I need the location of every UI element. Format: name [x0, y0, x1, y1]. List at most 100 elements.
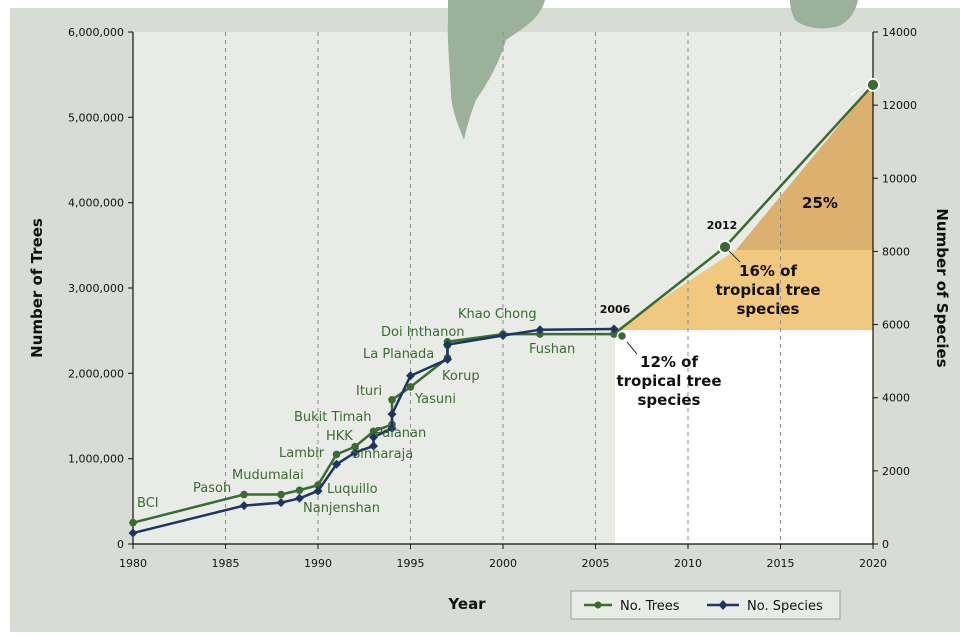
species-point-1 — [239, 501, 249, 511]
site-label-bci: BCI — [137, 496, 159, 511]
band-16-percent — [615, 250, 873, 330]
site-label-korup: Korup — [442, 369, 480, 384]
y-right-tick-label-6: 12000 — [882, 99, 917, 112]
x-tick-label-2010: 2010 — [674, 557, 702, 570]
africa-map-shape — [790, 0, 858, 29]
species-point-0 — [128, 528, 138, 538]
site-label-ituri: Ituri — [356, 384, 382, 399]
x-tick-label-1995: 1995 — [397, 557, 425, 570]
species-point-9 — [387, 423, 397, 433]
y-right-tick-label-4: 8000 — [882, 245, 910, 258]
legend-trees-marker — [594, 601, 602, 609]
trees-point-7 — [369, 427, 378, 436]
species-point-12 — [443, 354, 452, 364]
species-point-6 — [350, 448, 360, 458]
y-left-tick-label-4: 4,000,000 — [68, 197, 124, 210]
species-point-14 — [498, 331, 508, 341]
trees-point-2 — [277, 490, 285, 499]
x-tick-label-2015: 2015 — [767, 557, 795, 570]
species-point-3 — [295, 493, 304, 503]
trees-point-6 — [351, 442, 359, 451]
trees-point-10 — [406, 383, 415, 391]
y-left-tick-label-5: 5,000,000 — [68, 111, 124, 124]
x-grid — [225, 32, 781, 544]
species-point-2 — [276, 498, 286, 508]
site-label-khao-chong: Khao Chong — [458, 307, 537, 322]
y-left-tick-label-0: 0 — [117, 538, 124, 551]
site-label-hkk: HKK — [326, 429, 353, 444]
y-right-tick-label-3: 6000 — [882, 319, 910, 332]
site-label-doi-inthanon: Doi Inthanon — [381, 325, 465, 340]
annotation-16-percent-line-0: 16% of — [739, 262, 797, 280]
x-tick-label-2005: 2005 — [582, 557, 610, 570]
trees-point-3 — [295, 486, 304, 495]
legend-species-label: No. Species — [747, 599, 823, 614]
site-label-fushan: Fushan — [529, 342, 575, 357]
y-left-tick-label-2: 2,000,000 — [68, 367, 124, 380]
site-label-luquillo: Luquillo — [327, 482, 378, 497]
species-point-7 — [369, 441, 378, 451]
site-label-palanan: Palanan — [375, 426, 426, 441]
species-point-10 — [387, 409, 397, 419]
x-axis-title: Year — [447, 595, 486, 613]
trees-point-0 — [129, 518, 137, 527]
species-point-4 — [313, 486, 323, 496]
site-label-pasoh: Pasoh — [193, 481, 231, 496]
legend-trees-label: No. Trees — [620, 599, 680, 614]
pointer-2020 — [850, 87, 863, 96]
marker-2006-projection — [616, 330, 628, 342]
species-point-11 — [406, 371, 415, 381]
annotation-12-percent-line-0: 12% of — [640, 353, 698, 371]
axes: 1980 1985 1990 1995 2000 2005 2010 2015 2020 0 1,0… — [68, 26, 917, 570]
y-axis-right-title: Number of Species — [933, 208, 951, 367]
y-right-tick-label-2: 4000 — [882, 392, 910, 405]
trees-point-5 — [332, 450, 341, 459]
y-left-tick-label-1: 1,000,000 — [68, 453, 124, 466]
y-right-tick-label-1: 2000 — [882, 465, 910, 478]
species-point-16 — [609, 324, 619, 334]
series-no-species — [128, 324, 619, 538]
y-axis-left-title: Number of Trees — [28, 218, 46, 358]
x-tick-label-1980: 1980 — [119, 557, 147, 570]
site-label-yasuni: Yasuni — [414, 392, 456, 407]
annotation-12-percent-line-1: tropical tree — [616, 372, 721, 390]
species-point-15 — [535, 325, 545, 335]
annotation-25-percent: 25% — [802, 194, 838, 212]
year-2012-label: 2012 — [707, 219, 738, 232]
band-25-percent — [736, 84, 873, 250]
x-tick-label-1985: 1985 — [212, 557, 240, 570]
legend: No. Trees No. Species — [570, 590, 841, 620]
pointer-16-percent — [728, 250, 741, 263]
x-tick-label-2020: 2020 — [859, 557, 887, 570]
pointer-12-percent — [626, 341, 638, 355]
site-label-la-planada: La Planada — [363, 347, 434, 362]
site-label-sinharaja: Sinharaja — [352, 447, 413, 462]
species-point-5 — [332, 459, 341, 469]
x-tick-label-1990: 1990 — [304, 557, 332, 570]
y-right-tick-label-0: 0 — [882, 538, 889, 551]
trees-point-17 — [718, 240, 732, 254]
y-right-tick-label-5: 10000 — [882, 172, 917, 185]
site-label-mudumalai: Mudumalai — [232, 468, 304, 483]
future-white-region — [615, 330, 873, 544]
annotation-12-percent-line-2: species — [638, 391, 701, 409]
trees-point-16 — [610, 330, 618, 338]
x-tick-label-2000: 2000 — [489, 557, 517, 570]
year-2006-label: 2006 — [600, 303, 631, 316]
y-left-tick-label-3: 3,000,000 — [68, 282, 124, 295]
south-america-map-shape — [447, 0, 545, 140]
site-label-bukit-timah: Bukit Timah — [294, 410, 372, 425]
annotation-16-percent-line-2: species — [737, 300, 800, 318]
legend-box — [570, 590, 841, 620]
y-right-tick-label-7: 14000 — [882, 26, 917, 39]
y-left-tick-label-6: 6,000,000 — [68, 26, 124, 39]
trees-point-9 — [388, 395, 396, 404]
site-label-nanjenshan: Nanjenshan — [303, 501, 380, 516]
species-point-13 — [443, 340, 452, 350]
species-point-8 — [369, 432, 378, 442]
legend-species-marker — [718, 600, 728, 610]
